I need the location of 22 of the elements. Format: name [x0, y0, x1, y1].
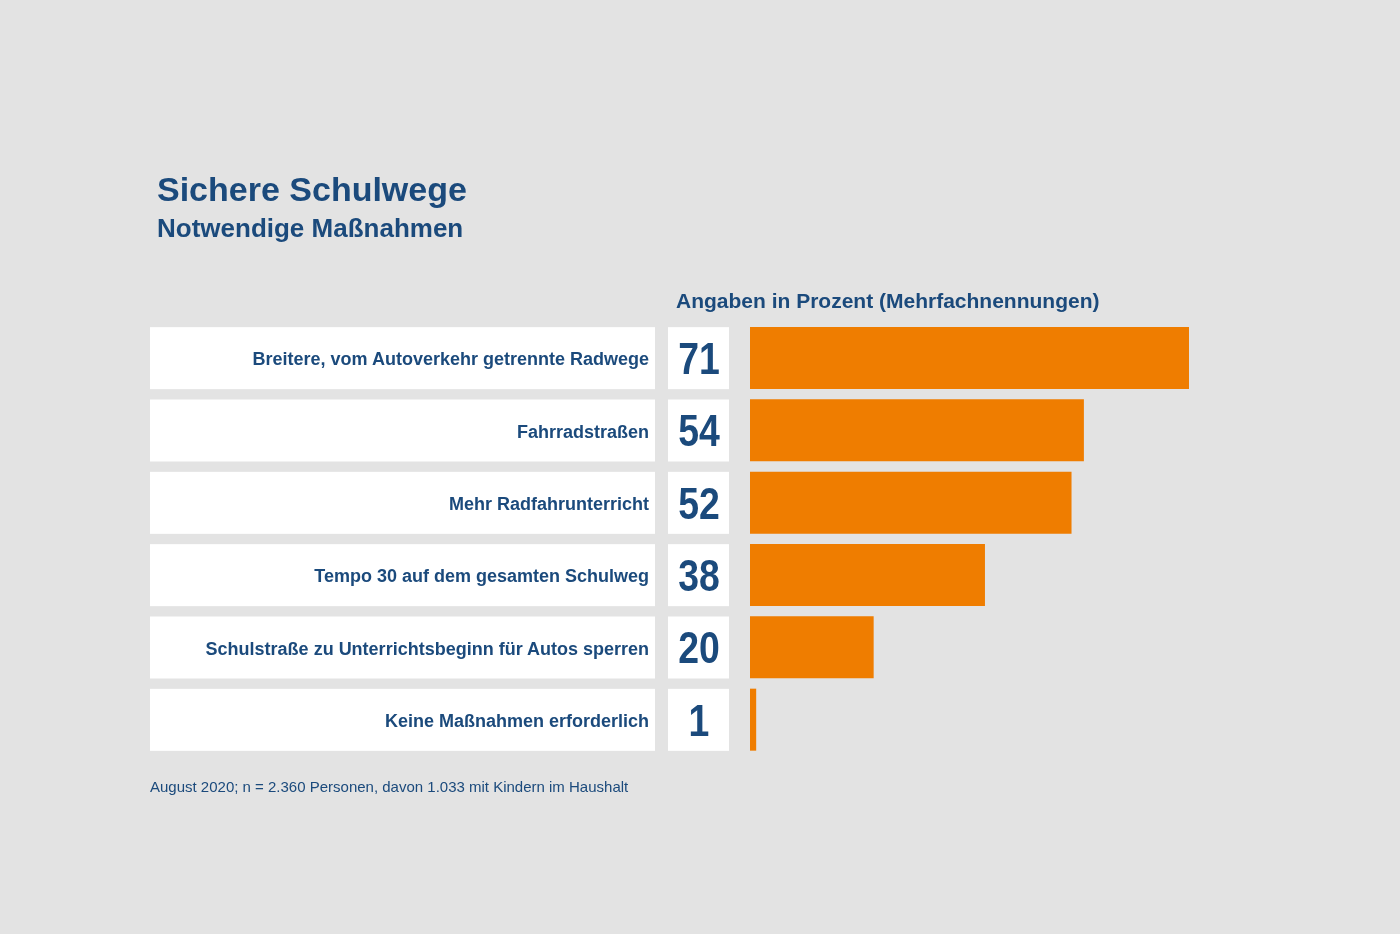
data-label: 54: [678, 406, 721, 457]
bar: [750, 616, 874, 679]
data-label: 20: [678, 623, 720, 674]
bar: [750, 327, 1189, 389]
bar: [750, 688, 757, 751]
y-tick-label: Keine Maßnahmen erforderlich: [384, 710, 649, 731]
bar: [750, 471, 1072, 534]
text: Sichere Schulwege: [157, 170, 467, 209]
y-tick-label: Tempo 30 auf dem gesamten Schulweg: [314, 566, 649, 587]
y-tick-label: Mehr Radfahrunterricht: [448, 493, 649, 514]
text: Notwendige Maßnahmen: [157, 213, 464, 244]
bar: [750, 544, 985, 606]
bar: [750, 399, 1084, 462]
y-tick-label: Fahrradstraßen: [516, 421, 649, 442]
y-tick-label: Breitere, vom Autoverkehr getrennte Radwege: [252, 349, 649, 370]
data-label: 1: [688, 695, 710, 746]
data-label: 38: [678, 551, 720, 601]
data-label: 52: [678, 478, 720, 529]
data-label: 71: [678, 334, 720, 384]
y-tick-label: Schulstraße zu Unterrichtsbeginn für Autos sperren: [205, 638, 649, 659]
text: August 2020; n = 2.360 Personen, davon 1.033 mit Kindern im Haushalt: [150, 778, 629, 795]
x-axis-title: Angaben in Prozent (Mehrfachnennungen): [676, 289, 1100, 313]
